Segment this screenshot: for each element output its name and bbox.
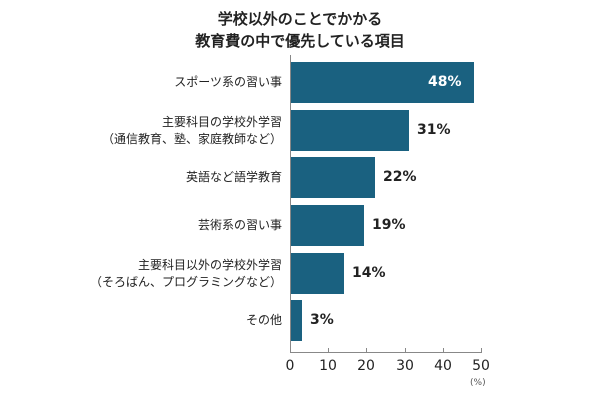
bar <box>291 253 344 294</box>
chart-title-line-1: 学校以外のことでかかる <box>217 10 383 28</box>
category-label: その他 <box>246 312 282 329</box>
x-tick-label: 50 <box>472 358 490 374</box>
x-tick-label: 10 <box>319 358 337 374</box>
x-tick <box>481 348 482 353</box>
x-tick-label: 30 <box>396 358 414 374</box>
x-tick <box>443 348 444 353</box>
x-tick-label: 0 <box>285 358 295 374</box>
category-label-line: （通信教育、塾、家庭教師など） <box>101 131 282 146</box>
category-label-line: スポーツ系の習い事 <box>174 75 282 89</box>
x-axis-unit: (%) <box>470 378 486 388</box>
category-label: 主要科目の学校外学習 （通信教育、塾、家庭教師など） <box>102 114 282 148</box>
x-tick <box>328 348 329 353</box>
category-label-line: 主要科目以外の学校外学習 <box>137 257 282 272</box>
category-label-line: 英語など語学教育 <box>185 170 282 184</box>
category-label: 主要科目以外の学校外学習 （そろばん、プログラミングなど） <box>90 257 282 291</box>
bar-value-label: 19% <box>372 217 406 233</box>
x-tick <box>290 348 291 353</box>
bar <box>291 300 302 341</box>
chart-title-line-2: 教育費の中で優先している項目 <box>195 32 405 50</box>
bar <box>291 157 375 198</box>
bar-value-label: 14% <box>352 265 386 281</box>
category-label-line: 芸術系の習い事 <box>197 218 282 232</box>
bar <box>291 205 364 246</box>
category-label: 芸術系の習い事 <box>198 217 282 234</box>
category-label-line: 主要科目の学校外学習 <box>161 114 282 129</box>
x-tick <box>366 348 367 353</box>
bar-value-label: 3% <box>310 312 334 328</box>
category-label-line: その他 <box>245 313 282 327</box>
x-tick-label: 20 <box>357 358 375 374</box>
x-tick <box>405 348 406 353</box>
category-label-line: （そろばん、プログラミングなど） <box>89 274 282 289</box>
x-tick-label: 40 <box>434 358 452 374</box>
category-label: スポーツ系の習い事 <box>174 74 282 91</box>
x-axis-line <box>290 352 482 353</box>
bar-value-label: 22% <box>383 169 417 185</box>
bar-value-label: 48% <box>428 74 462 90</box>
category-label: 英語など語学教育 <box>186 169 282 186</box>
bar <box>291 62 474 103</box>
y-axis-line <box>290 55 291 352</box>
bar <box>291 110 409 151</box>
bar-value-label: 31% <box>417 122 451 138</box>
